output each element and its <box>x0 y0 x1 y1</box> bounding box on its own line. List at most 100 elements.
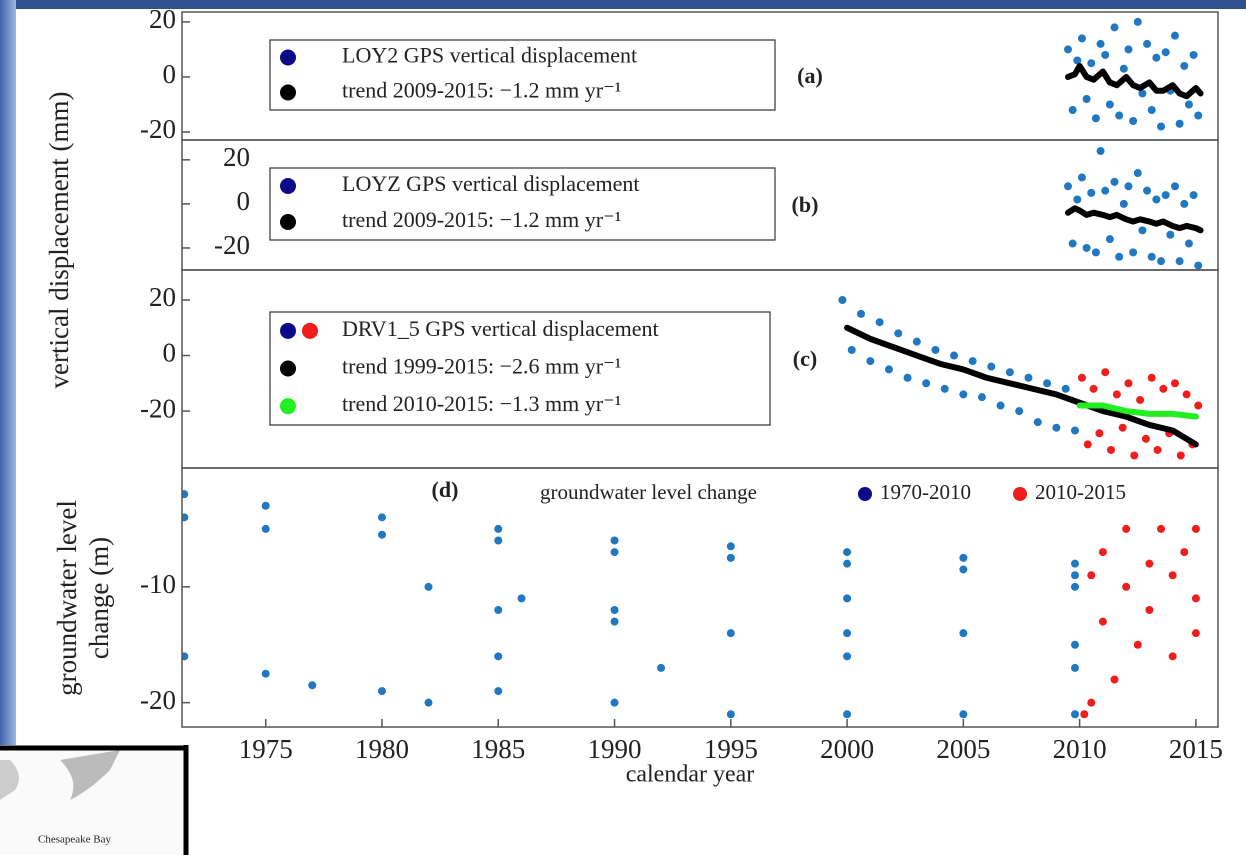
legend-marker <box>280 360 296 377</box>
data-point <box>1070 571 1079 580</box>
legend-box <box>269 167 776 241</box>
data-point <box>1024 373 1033 382</box>
panel-label: (b) <box>792 192 819 217</box>
data-point <box>959 629 968 638</box>
x-tick-label: 1975 <box>239 734 293 764</box>
data-point <box>726 542 735 551</box>
data-point <box>1043 379 1052 388</box>
data-point <box>843 548 852 557</box>
legend-label: DRV1_5 GPS vertical displacement <box>342 316 659 341</box>
data-point <box>843 594 852 603</box>
x-tick-label: 1985 <box>471 734 525 764</box>
y-tick-label: -20 <box>140 114 176 144</box>
top-band <box>0 0 1246 9</box>
data-point <box>610 606 619 615</box>
legend-marker <box>280 398 296 415</box>
data-point <box>1070 663 1079 672</box>
y-tick-label: 0 <box>163 338 177 368</box>
data-point <box>1141 434 1150 443</box>
y-tick-label: 20 <box>223 142 250 172</box>
data-point <box>1180 548 1189 557</box>
legend-label: trend 1999-2015: −2.6 mm yr⁻¹ <box>342 354 621 379</box>
data-point <box>884 365 893 374</box>
data-point <box>1159 384 1168 393</box>
land <box>0 760 19 800</box>
data-point <box>1145 606 1154 615</box>
data-point <box>1170 31 1179 40</box>
data-point <box>1145 559 1154 568</box>
data-point <box>1133 169 1142 178</box>
data-point <box>610 536 619 545</box>
x-tick-label: 2015 <box>1169 734 1223 764</box>
data-point <box>1147 105 1156 114</box>
data-point <box>1182 390 1191 399</box>
y-tick-label: 20 <box>149 4 176 34</box>
data-point <box>377 530 386 539</box>
data-point <box>1130 451 1139 460</box>
data-point <box>494 652 503 661</box>
data-point <box>1180 61 1189 70</box>
data-point <box>894 329 903 338</box>
legend-marker <box>280 84 296 101</box>
data-point <box>1073 195 1082 204</box>
data-point <box>1147 252 1156 261</box>
trend-line <box>844 324 1199 448</box>
y-tick-label: -10 <box>140 569 176 599</box>
data-point <box>1168 652 1177 661</box>
y-tick-label: 0 <box>163 59 177 89</box>
data-point <box>1161 191 1170 200</box>
x-tick-label: 1990 <box>588 734 642 764</box>
data-point <box>726 629 735 638</box>
data-point <box>610 548 619 557</box>
data-point <box>182 490 189 499</box>
inset-label: Chesapeake Bay <box>38 834 111 846</box>
data-point <box>843 710 852 719</box>
data-point <box>1118 423 1127 432</box>
trend-line <box>1065 62 1204 100</box>
data-point <box>959 390 968 399</box>
data-point <box>1087 571 1096 580</box>
data-point <box>1124 45 1133 54</box>
land <box>60 750 120 800</box>
data-point <box>377 687 386 696</box>
data-point <box>1161 48 1170 57</box>
data-point <box>1143 186 1152 195</box>
data-point <box>1166 230 1175 239</box>
data-point <box>1184 100 1193 109</box>
data-point <box>1096 147 1105 156</box>
data-point <box>1061 384 1070 393</box>
x-tick-label: 2000 <box>820 734 874 764</box>
x-tick-label: 1980 <box>355 734 409 764</box>
legend-marker <box>280 178 296 194</box>
y-tick-label: -20 <box>140 685 176 715</box>
data-point <box>838 295 847 304</box>
y-tick-label: 20 <box>149 282 176 312</box>
panel-label: (a) <box>797 63 823 88</box>
data-point <box>1089 384 1098 393</box>
data-point <box>261 669 270 678</box>
legend-marker <box>280 214 296 230</box>
data-point <box>959 710 968 719</box>
data-point <box>1077 173 1086 182</box>
data-point <box>1122 524 1131 533</box>
legend-marker <box>280 322 296 339</box>
data-point <box>182 513 189 522</box>
data-point <box>1083 440 1092 449</box>
data-point <box>1184 239 1193 248</box>
legend-label: 1970-2010 <box>880 480 971 504</box>
data-point <box>1115 252 1124 261</box>
data-point <box>1070 640 1079 649</box>
data-point <box>1082 94 1091 103</box>
legend-marker <box>858 487 872 501</box>
data-point <box>1101 186 1110 195</box>
legend-label: trend 2009-2015: −1.2 mm yr⁻¹ <box>342 207 621 232</box>
data-point <box>1070 559 1079 568</box>
data-point <box>1064 45 1073 54</box>
data-point <box>308 681 317 690</box>
data-point <box>1189 191 1198 200</box>
data-point <box>1170 379 1179 388</box>
data-point <box>1157 524 1166 533</box>
data-point <box>1147 373 1156 382</box>
